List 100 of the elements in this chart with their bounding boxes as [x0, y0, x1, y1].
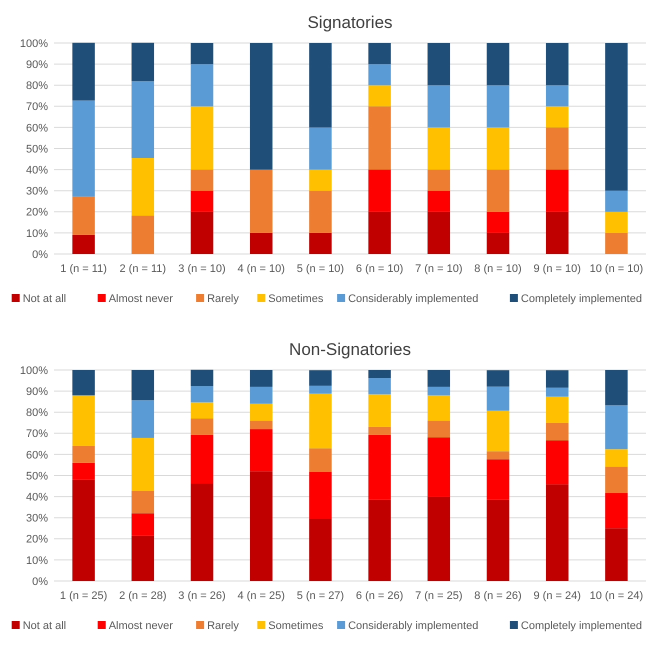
x-tick-label: 10 (n = 24) — [590, 590, 644, 602]
x-tick-label: 1 (n = 25) — [60, 590, 108, 602]
bar — [132, 370, 154, 400]
bar — [368, 85, 391, 106]
bar — [309, 232, 332, 254]
bar — [605, 212, 628, 233]
bar — [190, 170, 214, 191]
x-tick-label: 1 (n = 11) — [60, 263, 107, 275]
bar — [428, 420, 450, 438]
bar — [428, 190, 450, 212]
bar — [428, 370, 450, 387]
y-tick-label: 20% — [26, 534, 48, 546]
y-tick-label: 0% — [32, 248, 48, 261]
bar — [368, 43, 391, 64]
bar — [605, 43, 628, 191]
y-tick-label: 0% — [32, 576, 48, 588]
y-tick-label: 40% — [26, 164, 48, 176]
bar — [368, 106, 391, 170]
bar — [428, 127, 450, 170]
y-tick-label: 10% — [26, 228, 48, 240]
y-tick-label: 60% — [26, 122, 48, 134]
y-tick-label: 30% — [26, 512, 48, 525]
y-tick-label: 50% — [26, 143, 48, 156]
y-tick-label: 60% — [26, 449, 48, 462]
bar — [132, 400, 154, 438]
x-tick-label: 5 (n = 27) — [296, 590, 344, 602]
bar — [486, 127, 510, 170]
bar — [605, 466, 628, 494]
legend-label: Almost never — [108, 292, 174, 305]
bar — [428, 438, 450, 497]
bar — [190, 64, 214, 106]
y-tick-label: 100% — [20, 364, 48, 377]
bar — [428, 386, 450, 396]
bar — [605, 405, 628, 450]
bar — [72, 462, 95, 480]
bar — [546, 85, 568, 106]
bar — [190, 106, 214, 170]
bar — [190, 43, 214, 64]
y-tick-label: 70% — [26, 428, 48, 440]
legend-label: Almost never — [108, 620, 174, 632]
bar — [72, 100, 95, 196]
bar — [72, 446, 95, 463]
bar — [428, 212, 450, 254]
legend-label: Sometimes — [268, 620, 324, 632]
bar — [309, 127, 332, 170]
bar — [309, 518, 332, 581]
x-tick-label: 10 (n = 10) — [590, 263, 644, 275]
bar — [250, 386, 272, 404]
bar — [72, 395, 95, 446]
bar — [546, 106, 568, 128]
bar — [546, 422, 568, 440]
x-tick-label: 7 (n = 25) — [415, 590, 462, 602]
bar — [368, 394, 391, 427]
bar — [428, 85, 450, 128]
bar — [428, 170, 450, 191]
bar — [72, 42, 95, 100]
bar — [368, 170, 391, 212]
bar — [309, 386, 332, 394]
bar — [190, 418, 214, 435]
bar — [428, 496, 450, 581]
bar — [486, 212, 510, 233]
bar — [368, 64, 391, 86]
chart-title: Non-Signatories — [289, 340, 411, 359]
legend-label: Not at all — [22, 292, 66, 305]
bar — [132, 158, 154, 216]
y-tick-label: 90% — [26, 386, 48, 398]
bar — [368, 434, 391, 500]
bar — [190, 190, 214, 212]
bar — [546, 388, 568, 397]
chart-title: Signatories — [307, 13, 393, 32]
bar — [250, 429, 272, 472]
legend-label: Rarely — [207, 292, 240, 305]
bar — [605, 493, 628, 528]
legend-label: Completely implemented — [520, 620, 642, 632]
bar — [190, 402, 214, 419]
bar — [309, 448, 332, 472]
x-tick-label: 6 (n = 10) — [356, 263, 404, 275]
bar — [605, 449, 628, 467]
y-tick-label: 50% — [26, 470, 48, 482]
bar — [250, 170, 272, 233]
x-tick-label: 8 (n = 26) — [474, 590, 522, 602]
x-tick-label: 7 (n = 10) — [415, 263, 462, 275]
bar — [546, 440, 568, 484]
bar — [546, 212, 568, 254]
legend-label: Considerably implemented — [348, 292, 478, 305]
legend-label: Rarely — [207, 620, 240, 632]
x-tick-label: 4 (n = 25) — [238, 590, 285, 602]
bar — [486, 459, 510, 500]
bar — [132, 216, 154, 254]
bar — [190, 484, 214, 581]
bar — [309, 170, 332, 191]
bar — [132, 490, 154, 514]
y-tick-label: 10% — [26, 554, 48, 567]
x-tick-label: 3 (n = 10) — [178, 263, 226, 275]
legend-label: Considerably implemented — [348, 620, 478, 632]
bar — [190, 370, 214, 386]
bar — [368, 500, 391, 581]
x-tick-label: 4 (n = 10) — [238, 263, 285, 275]
bar — [250, 404, 272, 421]
bar — [132, 81, 154, 158]
